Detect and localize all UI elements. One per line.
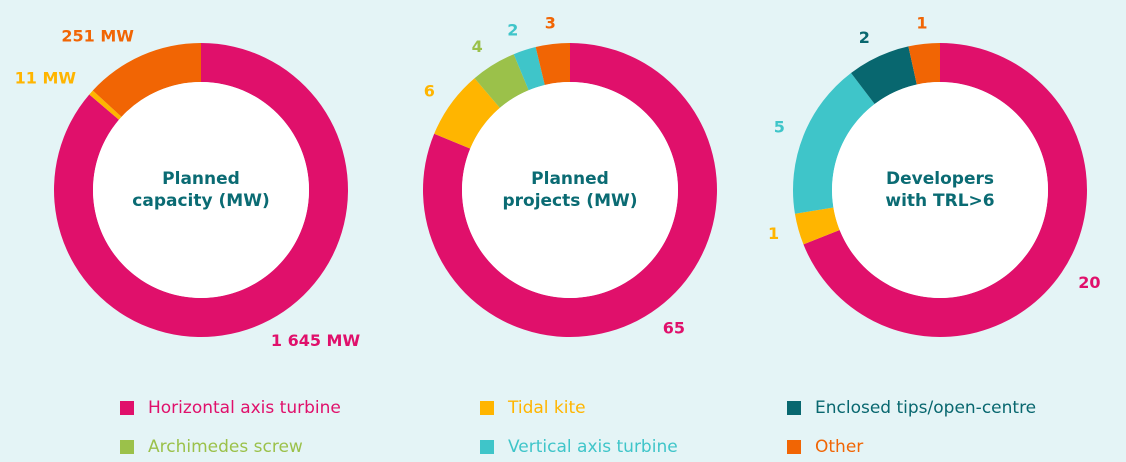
data-label: 65 <box>663 318 685 337</box>
donut-hole <box>832 82 1048 298</box>
legend-label: Tidal kite <box>507 398 586 418</box>
legend-label: Vertical axis turbine <box>508 437 678 457</box>
data-label: 2 <box>507 21 518 40</box>
legend-label: Horizontal axis turbine <box>148 398 341 418</box>
donut-slice <box>513 47 545 91</box>
legend-swatch <box>480 440 494 454</box>
chart-title: Developers with TRL>6 <box>885 169 995 211</box>
legend-swatch <box>787 440 801 454</box>
donut-hole <box>462 82 678 298</box>
data-label: 20 <box>1078 273 1100 292</box>
data-label: 1 <box>916 13 927 32</box>
data-label: 11 MW <box>15 69 77 88</box>
donut-slice <box>535 43 570 85</box>
donut-slice <box>793 72 875 214</box>
donut-slice <box>794 207 840 245</box>
legend-label: Other <box>815 437 863 457</box>
legend-swatch <box>787 401 801 415</box>
legend-swatch <box>120 440 134 454</box>
legend-label: Enclosed tips/open-centre <box>815 398 1036 418</box>
donut-slice <box>851 46 917 105</box>
legend-label: Archimedes screw <box>148 437 303 457</box>
chart-title: Planned capacity (MW) <box>132 169 270 211</box>
data-label: 251 MW <box>61 27 134 46</box>
chart-title: Planned projects (MW) <box>502 169 638 211</box>
data-label: 6 <box>424 81 435 100</box>
donut-slice <box>89 90 122 120</box>
legend-swatch <box>120 401 134 415</box>
data-label: 4 <box>472 37 483 56</box>
donut-slice <box>92 42 201 117</box>
donut-slice <box>474 54 529 108</box>
data-label: 2 <box>859 28 870 47</box>
data-label: 3 <box>545 14 556 33</box>
legend-swatch <box>480 401 494 415</box>
donut-hole <box>93 82 309 298</box>
data-label: 1 645 MW <box>271 331 361 350</box>
donut-slice <box>908 43 940 85</box>
data-label: 1 <box>768 224 779 243</box>
data-label: 5 <box>774 118 785 137</box>
donut-slice <box>434 78 500 149</box>
